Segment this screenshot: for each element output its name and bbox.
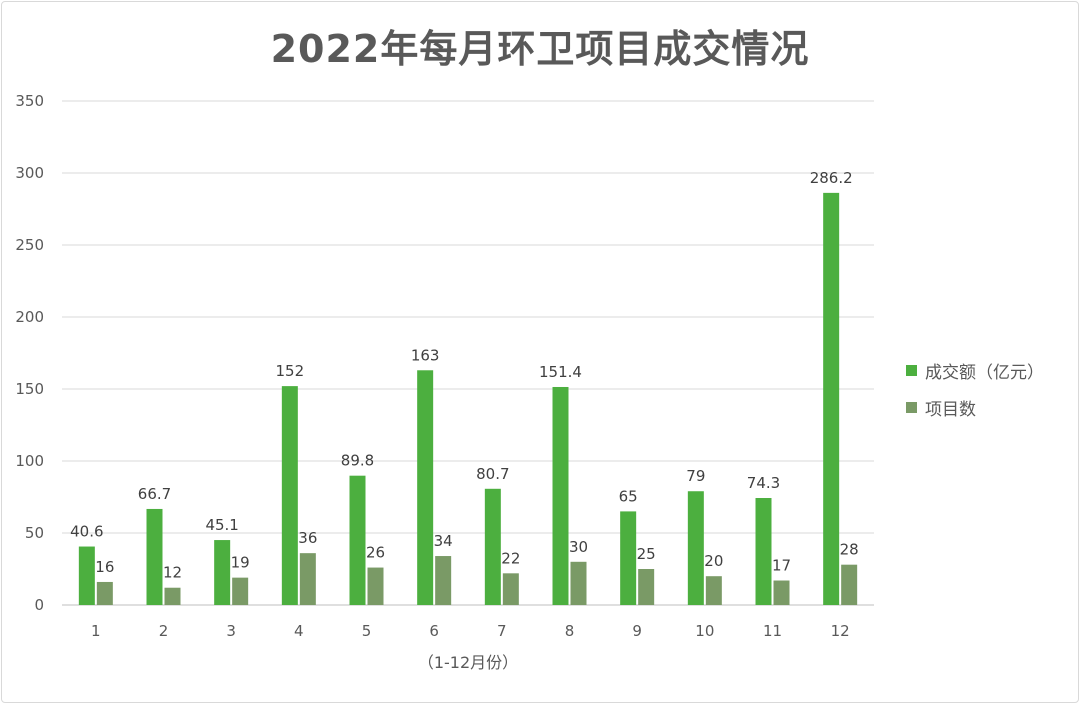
x-tick-label: 6: [429, 622, 439, 640]
data-label-count: 26: [366, 544, 385, 562]
data-label-amount: 65: [619, 487, 638, 505]
y-tick-label: 350: [15, 92, 44, 110]
data-label-count: 17: [772, 557, 791, 575]
x-tick-label: 7: [497, 622, 507, 640]
bar-count: [705, 576, 722, 605]
chart-title: 2022年每月环卫项目成交情况: [270, 27, 810, 71]
bar-count: [367, 567, 384, 605]
bar-count: [638, 569, 655, 605]
data-label-amount: 80.7: [476, 465, 509, 483]
data-label-amount: 74.3: [747, 474, 780, 492]
data-label-amount: 79: [686, 467, 705, 485]
bar-amount: [146, 508, 163, 605]
x-tick-label: 5: [362, 622, 372, 640]
bar-count: [502, 573, 519, 605]
data-label-count: 22: [501, 549, 520, 567]
chart-legend: 成交额（亿元） 项目数: [906, 358, 1044, 432]
x-tick-label: 3: [226, 622, 236, 640]
bar-count: [773, 580, 790, 605]
y-tick-label: 250: [15, 236, 44, 254]
data-label-count: 12: [163, 564, 182, 582]
data-label-count: 28: [840, 541, 859, 559]
bar-count: [841, 564, 858, 605]
data-label-amount: 40.6: [70, 523, 103, 541]
bar-amount: [78, 546, 95, 605]
data-label-count: 19: [231, 554, 250, 572]
bar-amount: [349, 475, 366, 605]
legend-label-amount: 成交额（亿元）: [925, 362, 1044, 383]
data-label-count: 25: [637, 545, 656, 563]
y-tick-label: 50: [25, 524, 44, 542]
x-tick-label: 1: [91, 622, 101, 640]
data-label-amount: 151.4: [539, 363, 582, 381]
bar-count: [232, 577, 249, 605]
x-tick-label: 12: [831, 622, 850, 640]
legend-item-count: 项目数: [906, 395, 1044, 420]
bar-count: [164, 587, 181, 605]
x-tick-label: 10: [695, 622, 714, 640]
bar-amount: [823, 192, 840, 605]
bar-count: [435, 556, 452, 605]
bar-count: [299, 553, 316, 605]
data-label-amount: 45.1: [205, 516, 238, 534]
data-label-count: 20: [704, 552, 723, 570]
x-tick-label: 11: [763, 622, 782, 640]
data-label-amount: 152: [276, 362, 305, 380]
y-tick-label: 100: [15, 452, 44, 470]
bar-amount: [755, 498, 772, 605]
data-label-count: 16: [95, 558, 114, 576]
data-label-count: 30: [569, 538, 588, 556]
bar-amount: [484, 488, 501, 605]
y-tick-label: 150: [15, 380, 44, 398]
data-label-amount: 89.8: [341, 452, 374, 470]
data-label-amount: 286.2: [810, 169, 853, 187]
legend-swatch-amount: [906, 364, 917, 376]
bar-count: [570, 561, 587, 605]
bar-amount: [214, 540, 231, 605]
bar-amount: [281, 386, 298, 605]
data-label-amount: 66.7: [138, 485, 171, 503]
y-tick-label: 0: [34, 596, 44, 614]
y-tick-label: 300: [15, 164, 44, 182]
x-tick-label: 8: [565, 622, 575, 640]
x-tick-label: 2: [159, 622, 169, 640]
bar-amount: [552, 386, 569, 605]
data-label-amount: 163: [411, 346, 440, 364]
legend-item-amount: 成交额（亿元）: [906, 358, 1044, 383]
x-tick-label: 4: [294, 622, 304, 640]
x-tick-label: 9: [632, 622, 642, 640]
bar-amount: [620, 511, 637, 605]
x-axis-title: （1-12月份）: [418, 653, 518, 672]
y-tick-label: 200: [15, 308, 44, 326]
legend-label-count: 项目数: [925, 399, 976, 420]
bar-count: [96, 581, 113, 605]
data-label-count: 36: [298, 529, 317, 547]
bar-amount: [417, 370, 434, 605]
bar-amount: [687, 491, 704, 605]
data-label-count: 34: [434, 532, 453, 550]
legend-swatch-count: [906, 401, 917, 413]
